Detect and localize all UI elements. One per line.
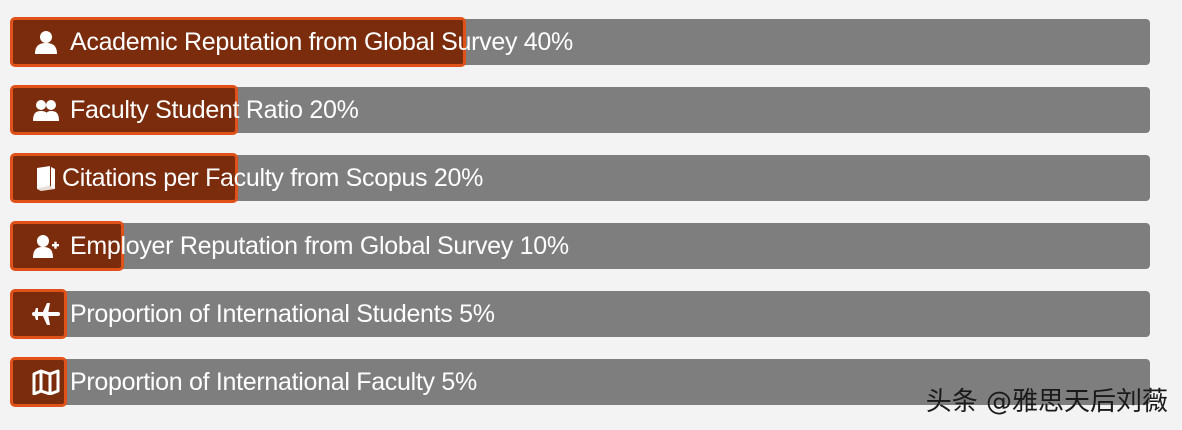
bar-row: Academic Reputation from Global Survey 4… bbox=[10, 17, 1150, 67]
map-icon bbox=[32, 369, 60, 395]
bar-fill bbox=[10, 289, 67, 339]
user-plus-icon bbox=[32, 233, 60, 259]
users-icon bbox=[32, 97, 60, 123]
bar-track bbox=[10, 359, 1150, 405]
bar-track bbox=[10, 291, 1150, 337]
bar-fill bbox=[10, 221, 124, 271]
book-icon bbox=[32, 165, 60, 191]
plane-icon bbox=[32, 301, 60, 327]
bar-label: Proportion of International Faculty 5% bbox=[70, 368, 477, 396]
bar-fill bbox=[10, 17, 466, 67]
bar-track bbox=[10, 223, 1150, 269]
bar-row: Citations per Faculty from Scopus 20% bbox=[10, 153, 1150, 203]
bar-row: Faculty Student Ratio 20% bbox=[10, 85, 1150, 135]
bar-row: Proportion of International Students 5% bbox=[10, 289, 1150, 339]
bar-fill bbox=[10, 85, 238, 135]
bar-label: Proportion of International Students 5% bbox=[70, 300, 495, 328]
bar-row: Employer Reputation from Global Survey 1… bbox=[10, 221, 1150, 271]
watermark-text: 头条 @雅思天后刘薇 bbox=[925, 387, 1168, 417]
bar-label: Citations per Faculty from Scopus 20% bbox=[62, 164, 484, 192]
bar-row: Proportion of International Faculty 5% bbox=[10, 357, 1150, 407]
user-icon bbox=[32, 29, 60, 55]
bar-label: Employer Reputation from Global Survey 1… bbox=[70, 232, 569, 260]
bar-fill bbox=[10, 357, 67, 407]
bar-label: Faculty Student Ratio 20% bbox=[70, 96, 359, 124]
bar-label: Academic Reputation from Global Survey 4… bbox=[70, 28, 573, 56]
